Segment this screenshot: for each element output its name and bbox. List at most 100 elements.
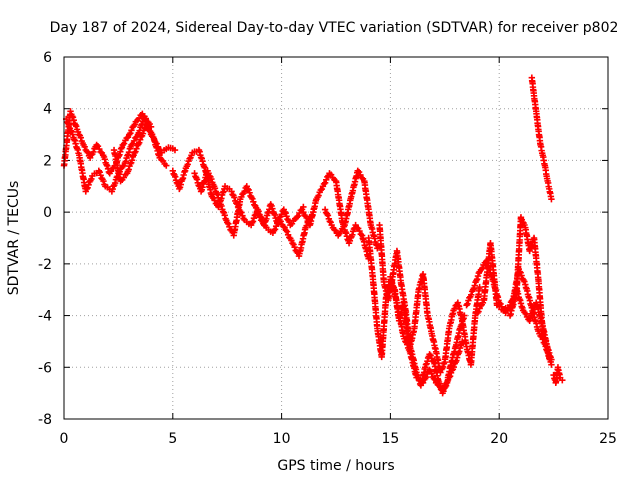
data-point <box>252 204 260 212</box>
data-point <box>81 143 88 151</box>
data-point <box>169 167 176 174</box>
data-point <box>133 145 140 152</box>
data-point <box>138 121 145 129</box>
data-point <box>128 127 135 134</box>
data-point <box>349 231 356 238</box>
data-point <box>353 224 361 231</box>
data-point <box>300 208 307 216</box>
data-point <box>85 181 92 189</box>
data-point <box>529 309 537 316</box>
data-point <box>468 291 475 298</box>
data-point <box>320 180 328 188</box>
data-point <box>244 185 251 193</box>
data-point <box>120 140 128 147</box>
y-tick-label: -6 <box>38 360 52 376</box>
data-point <box>439 363 447 371</box>
data-point <box>315 192 322 199</box>
data-point <box>260 219 267 226</box>
data-point <box>282 209 289 217</box>
data-point <box>246 189 253 196</box>
data-point <box>323 176 330 184</box>
data-point <box>208 175 215 183</box>
data-point <box>548 196 555 203</box>
data-point <box>132 134 139 142</box>
data-point <box>293 214 301 221</box>
grid <box>64 57 608 419</box>
data-point <box>218 202 225 210</box>
data-point <box>70 117 77 124</box>
data-point <box>193 176 201 183</box>
data-point <box>90 148 97 156</box>
y-tick-label: -2 <box>38 257 52 273</box>
data-point <box>68 112 76 120</box>
data-point <box>294 212 302 220</box>
data-point <box>104 162 111 169</box>
data-point <box>84 184 91 192</box>
data-point <box>125 148 133 156</box>
data-point <box>271 211 278 219</box>
y-tick-label: -4 <box>38 309 52 325</box>
y-tick-label: -8 <box>38 412 52 428</box>
data-point <box>326 218 333 225</box>
data-point <box>88 175 95 183</box>
data-point <box>471 282 478 289</box>
data-point <box>65 121 73 129</box>
y-axis-ticks: -8 -6 -4 -2 0 2 4 6 <box>38 50 608 428</box>
data-point <box>281 208 288 216</box>
data-point <box>249 218 257 225</box>
data-point <box>84 149 92 156</box>
data-point <box>476 283 483 291</box>
data-point <box>475 308 482 315</box>
data-point <box>191 170 198 177</box>
data-point <box>97 148 104 156</box>
data-point <box>448 367 456 374</box>
data-point <box>67 108 74 115</box>
data-point <box>321 206 329 213</box>
data-point <box>548 356 555 363</box>
data-point <box>186 155 193 162</box>
data-point <box>446 372 454 380</box>
x-tick-label: 20 <box>490 431 508 447</box>
plot-frame <box>63 56 609 420</box>
data-point <box>259 218 266 225</box>
data-point <box>101 156 108 163</box>
data-point <box>123 134 130 142</box>
data-point <box>173 179 181 186</box>
data-point <box>464 300 471 308</box>
data-point <box>271 226 279 233</box>
data-point <box>136 139 143 146</box>
y-axis-label: SDTVAR / TECUs <box>6 181 22 296</box>
data-point <box>527 315 534 323</box>
data-point <box>459 338 466 345</box>
data-point <box>358 174 365 181</box>
data-point <box>474 272 482 280</box>
data-point <box>291 244 298 251</box>
data-point <box>423 373 430 381</box>
data-point <box>528 310 536 317</box>
data-point <box>100 177 107 185</box>
data-point <box>219 208 227 215</box>
data-point <box>221 212 228 219</box>
data-point <box>374 245 381 252</box>
data-point <box>250 198 257 205</box>
y-tick-label: 0 <box>43 205 52 221</box>
data-point <box>231 194 238 201</box>
data-point <box>171 146 179 154</box>
data-point <box>403 341 411 348</box>
data-point <box>354 167 361 174</box>
data-point <box>73 123 80 130</box>
y-tick-label: 6 <box>43 50 52 66</box>
data-point <box>128 157 136 164</box>
data-point <box>67 127 75 134</box>
x-tick-label: 0 <box>60 431 69 447</box>
data-point <box>283 228 291 235</box>
data-point <box>96 168 103 176</box>
data-point <box>139 130 147 137</box>
data-point <box>130 137 138 145</box>
data-point <box>450 363 458 371</box>
data-point <box>131 149 138 157</box>
y-tick-label: 4 <box>43 102 52 118</box>
data-point <box>124 152 131 159</box>
data-point <box>277 218 284 225</box>
